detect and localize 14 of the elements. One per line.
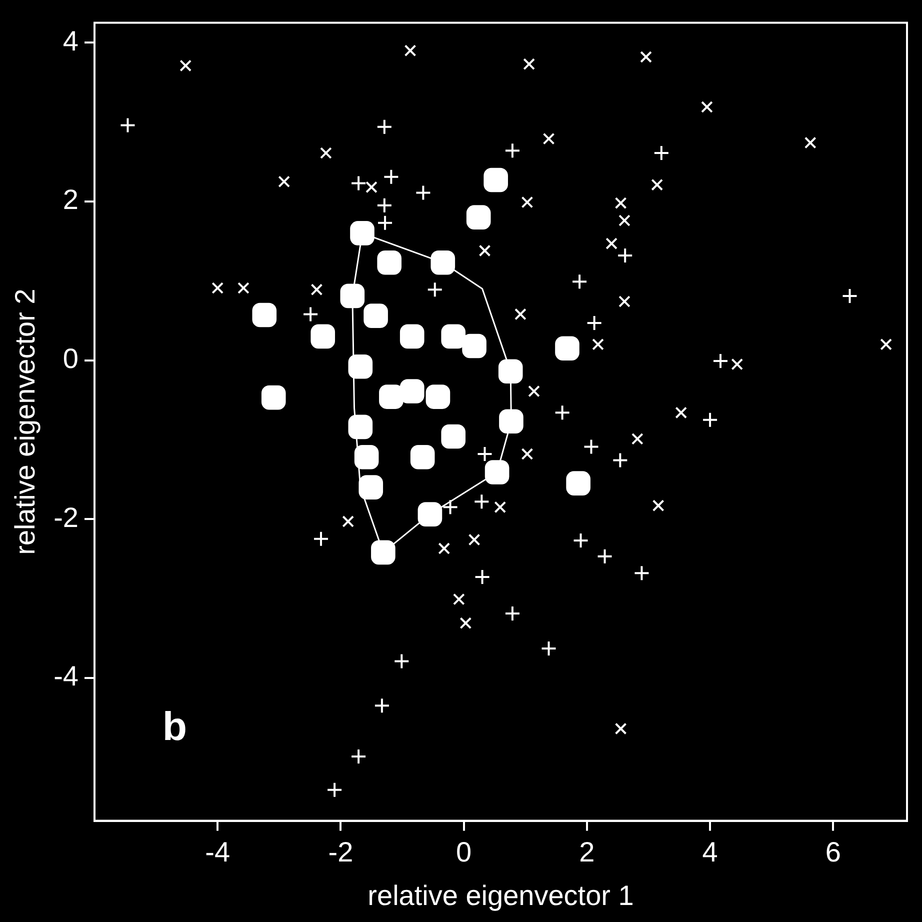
x-axis-title: relative eigenvector 1 — [368, 880, 634, 911]
y-tick-label: -4 — [54, 660, 78, 692]
y-tick-label: 4 — [62, 25, 78, 56]
x-tick-label: 4 — [702, 836, 718, 868]
y-tick-label: -2 — [54, 502, 78, 533]
x-tick-label: 0 — [456, 836, 472, 868]
x-tick-label: -4 — [205, 836, 230, 868]
y-tick-label: 0 — [62, 342, 78, 374]
y-tick-label: 2 — [62, 184, 78, 216]
x-tick-label: 6 — [825, 836, 841, 868]
x-tick-label: -2 — [328, 836, 354, 868]
x-tick-label: 2 — [579, 836, 595, 868]
y-axis-title: relative eigenvector 2 — [10, 288, 41, 555]
annotation: b — [162, 704, 187, 749]
